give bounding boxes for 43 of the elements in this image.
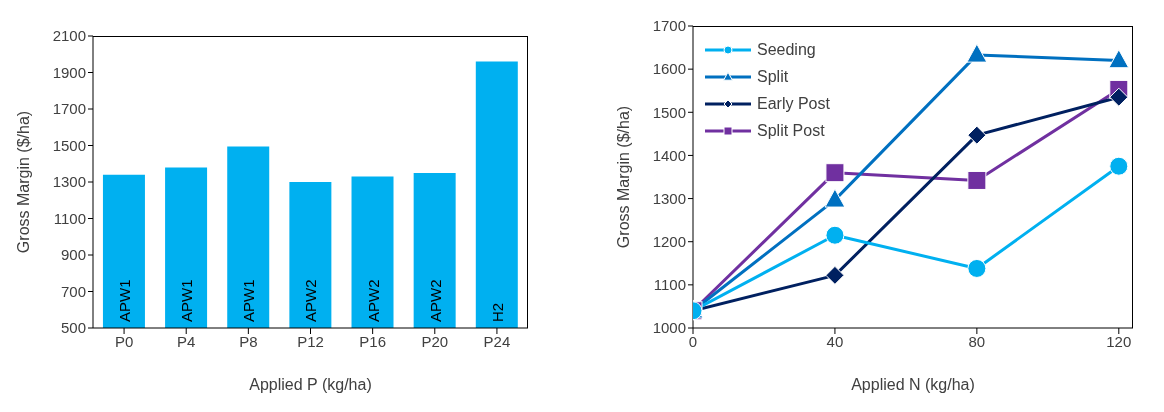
legend-label: Early Post bbox=[757, 94, 830, 113]
annotation: APW2 bbox=[302, 279, 320, 322]
y-tick-label: 1200 bbox=[652, 233, 686, 251]
y-tick-label: 500 bbox=[60, 319, 86, 337]
y-tick-label: 1300 bbox=[52, 173, 86, 191]
y-tick-label: 1000 bbox=[652, 319, 686, 337]
y-tick-label: 2100 bbox=[52, 27, 86, 45]
legend-label: Seeding bbox=[757, 40, 816, 59]
y-tick-label: 900 bbox=[60, 246, 86, 264]
x-tick-label: P8 bbox=[239, 332, 258, 350]
y-tick-label: 1100 bbox=[53, 209, 86, 227]
x-tick-label: P20 bbox=[421, 332, 449, 350]
annotation: APW1 bbox=[178, 279, 196, 322]
x-tick-label: P24 bbox=[483, 332, 511, 350]
annotation: APW2 bbox=[426, 279, 444, 322]
x-tick-label: 120 bbox=[1106, 332, 1132, 350]
annotation: APW2 bbox=[364, 279, 382, 322]
x-tick-label: P0 bbox=[114, 332, 134, 350]
x-tick-label: P4 bbox=[177, 332, 196, 350]
x-tick-label: P12 bbox=[297, 332, 324, 350]
y-tick-label: 1100 bbox=[653, 276, 686, 294]
annotation: APW1 bbox=[115, 279, 133, 322]
legend-label: Split Post bbox=[757, 121, 825, 140]
legend-label: Split bbox=[757, 67, 789, 86]
y-tick-label: 1700 bbox=[52, 100, 86, 118]
y-tick-label: 1500 bbox=[652, 103, 686, 121]
y-tick-label: 1300 bbox=[652, 189, 686, 207]
annotation: APW1 bbox=[240, 279, 258, 322]
x-tick-label: 0 bbox=[688, 332, 698, 350]
annotation: H2 bbox=[488, 302, 506, 322]
y-tick-label: 1900 bbox=[52, 63, 86, 81]
y-tick-label: 700 bbox=[60, 282, 86, 300]
y-axis-title: Gross Margin ($/ha) bbox=[614, 105, 632, 249]
x-axis-title: Applied P (kg/ha) bbox=[249, 376, 372, 393]
y-tick-label: 1500 bbox=[52, 136, 86, 154]
y-tick-label: 1700 bbox=[652, 17, 686, 35]
y-tick-label: 1400 bbox=[652, 146, 686, 164]
x-tick-label: 80 bbox=[968, 332, 986, 350]
x-tick-label: P16 bbox=[359, 332, 386, 350]
x-tick-label: 40 bbox=[826, 332, 844, 350]
y-tick-label: 1600 bbox=[652, 60, 686, 78]
x-axis-title: Applied N (kg/ha) bbox=[851, 376, 975, 393]
y-axis-title: Gross Margin ($/ha) bbox=[14, 110, 32, 254]
